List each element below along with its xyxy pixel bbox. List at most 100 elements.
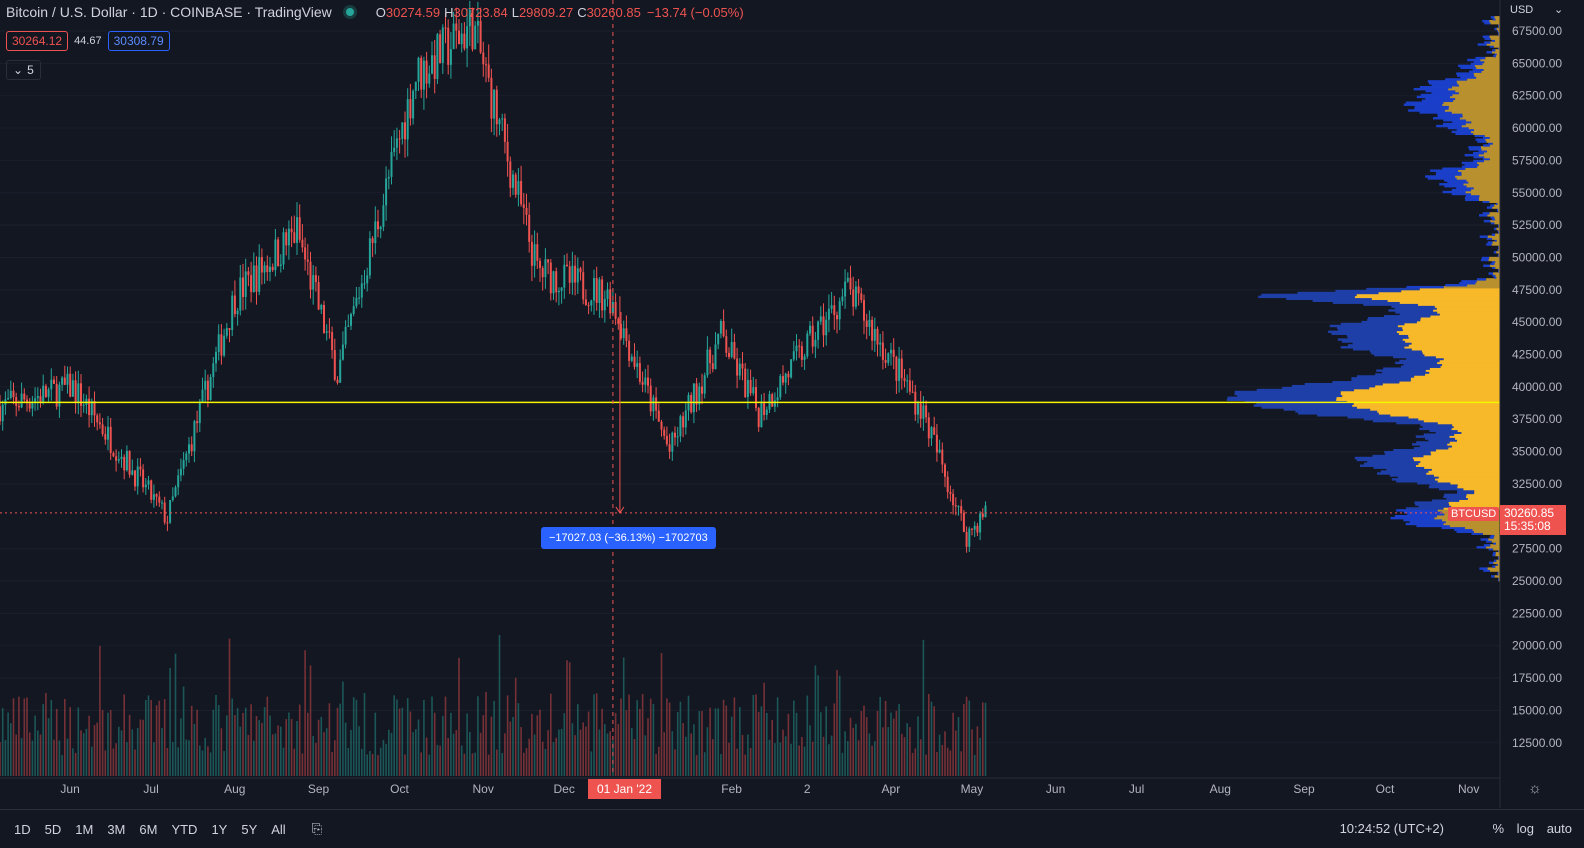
price-tick-label: 25000.00 [1512,574,1562,588]
volume-profile-up-bar [1451,86,1500,89]
range-3m-button[interactable]: 3M [107,821,126,837]
candle-body [714,344,717,370]
volume-profile-down-bar [1469,148,1482,151]
volume-profile-up-bar [1491,243,1500,246]
volume-profile-up-bar [1342,394,1500,398]
volume-bar [428,754,431,776]
volume-bar [460,745,463,776]
volume-profile-up-bar [1495,551,1500,555]
clock-timezone[interactable]: 10:24:52 (UTC+2) [1339,821,1444,836]
volume-profile-down-bar [1493,542,1496,545]
range-ytd-button[interactable]: YTD [171,821,198,837]
candle-body [819,316,822,322]
volume-profile-up-bar [1493,548,1500,551]
range-5d-button[interactable]: 5D [44,821,62,837]
volume-bar [771,719,773,776]
volume-bar [388,729,390,776]
volume-bar [282,747,285,776]
volume-profile-up-bar [1453,425,1500,429]
volume-bar [212,709,215,776]
candle-body [487,64,490,78]
volume-profile-down-bar [1403,363,1443,367]
volume-bar [77,707,80,776]
volume-profile-up-bar [1498,210,1500,213]
volume-profile-up-bar [1495,49,1500,52]
symbol-title[interactable]: Bitcoin / U.S. Dollar · 1D · COINBASE · … [6,4,332,20]
sell-button[interactable]: 30264.12 [6,31,69,51]
volume-profile-up-bar [1405,340,1500,343]
volume-profile-up-bar [1448,447,1500,450]
volume-profile-down-bar [1489,45,1494,48]
candle-body [293,232,296,243]
volume-bar [323,732,325,776]
volume-profile-down-bar [1438,487,1464,491]
volume-profile-down-bar [1380,470,1429,473]
volume-profile-up-bar [1480,146,1500,149]
candle-body [925,405,928,418]
candle-body [15,397,18,406]
volume-profile-down-bar [1492,565,1496,568]
volume-bar [115,743,117,776]
percent-toggle[interactable]: % [1492,821,1504,836]
candle-body [749,379,752,394]
volume-profile-down-bar [1464,163,1479,167]
gear-icon[interactable]: ☼ [1528,780,1542,797]
volume-bar [471,753,474,776]
volume-profile-down-bar [1377,472,1427,475]
volume-profile-up-bar [1423,419,1500,423]
volume-profile-up-bar [1490,37,1500,40]
volume-profile-down-bar [1396,480,1438,483]
range-5y-button[interactable]: 5Y [241,821,258,837]
volume-profile-down-bar [1477,43,1487,46]
volume-profile-up-bar [1430,315,1500,318]
volume-bar [487,754,490,776]
volume-bar [747,734,749,776]
indicators-toggle-button[interactable]: ⌄ 5 [6,60,41,80]
volume-profile-up-bar [1458,84,1500,87]
compare-icon[interactable]: ⎘ [311,821,323,836]
volume-profile-down-bar [1494,239,1497,242]
time-tick-label: Oct [390,782,409,796]
volume-profile-down-bar [1451,192,1472,196]
volume-bar [895,710,898,776]
candle-body [522,204,525,208]
range-1y-button[interactable]: 1Y [211,821,228,837]
volume-bar [104,750,107,776]
range-all-button[interactable]: All [271,821,286,837]
range-6m-button[interactable]: 6M [139,821,158,837]
candle-body [895,356,898,381]
volume-profile-up-bar [1487,235,1500,238]
candle-body [857,286,860,294]
candle-body [401,122,404,139]
range-1d-button[interactable]: 1D [14,821,31,837]
candle-body [363,283,366,285]
volume-bar [74,752,77,776]
volume-bar [798,745,800,776]
currency-label[interactable]: USD [1510,4,1534,16]
volume-bar [644,735,647,776]
auto-toggle[interactable]: auto [1546,821,1572,836]
candle-body [660,421,663,430]
volume-profile-down-bar [1256,388,1355,392]
volume-profile-down-bar [1389,474,1434,477]
volume-bar [120,730,123,776]
volume-profile-down-bar [1491,233,1496,236]
buy-button[interactable]: 30308.79 [107,31,170,51]
price-tick-label: 22500.00 [1512,606,1562,620]
volume-profile-down-bar [1256,402,1354,405]
volume-profile-down-bar [1477,140,1487,143]
volume-profile-down-bar [1498,577,1499,580]
volume-bar [26,697,28,776]
volume-profile-up-bar [1452,423,1500,427]
time-tick-label: Aug [224,782,245,796]
volume-profile-down-bar [1412,443,1448,446]
volume-profile-up-bar [1462,115,1500,118]
candle-body [290,228,293,233]
chevron-down-icon[interactable]: ⌄ [1554,4,1564,16]
volume-bar [847,741,849,776]
log-toggle[interactable]: log [1516,821,1534,836]
range-1m-button[interactable]: 1M [75,821,94,837]
candle-body [779,376,782,398]
volume-profile-down-bar [1498,579,1499,582]
